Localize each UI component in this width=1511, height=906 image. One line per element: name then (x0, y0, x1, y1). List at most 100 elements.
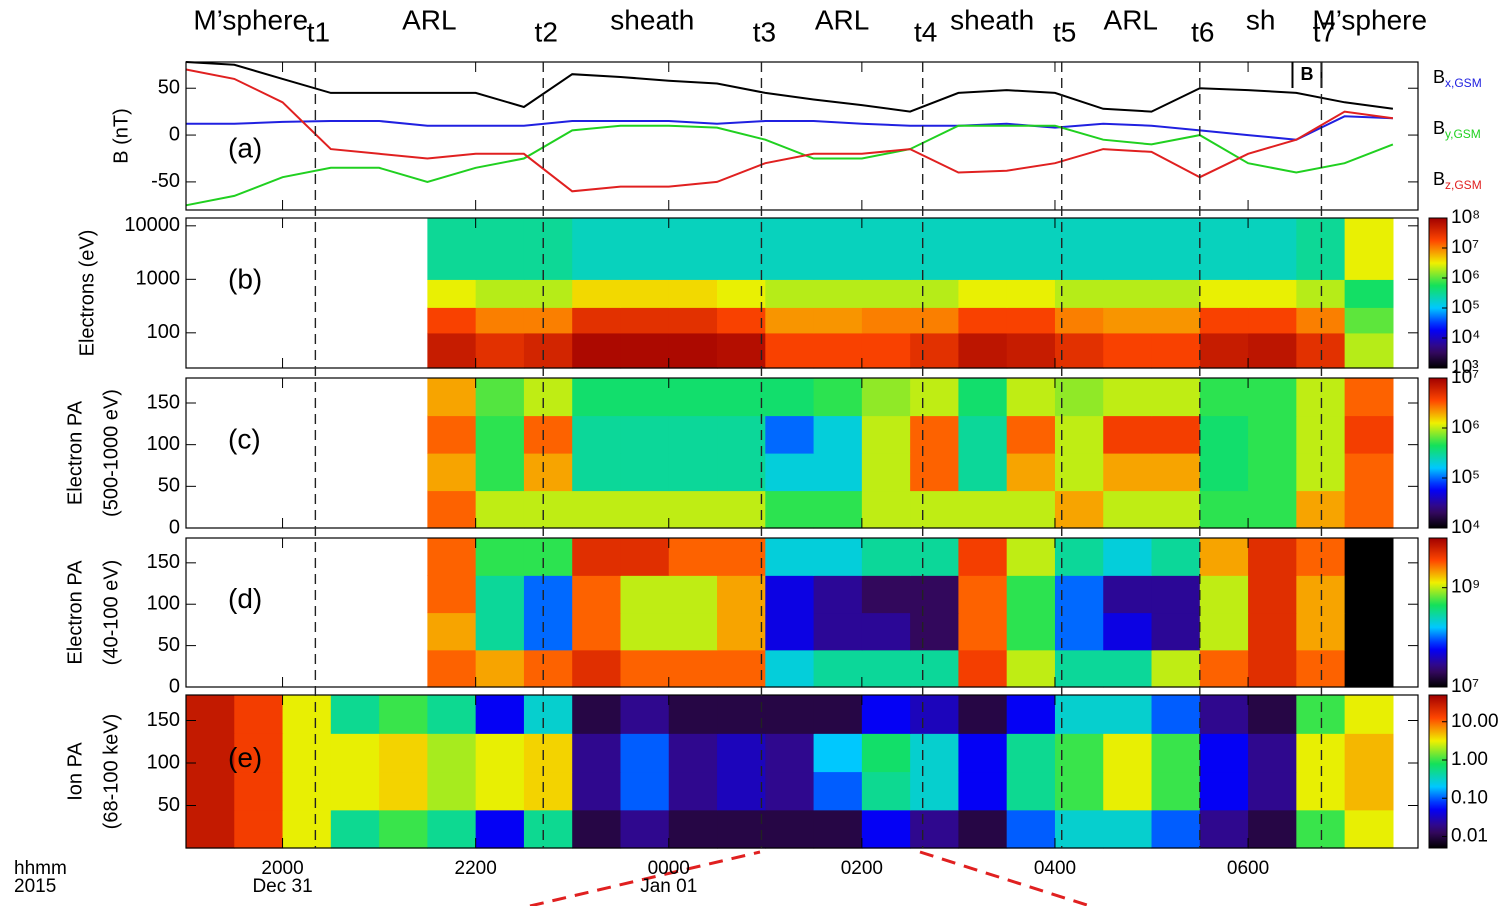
heatmap-cell (1248, 490, 1297, 529)
heatmap-cell (1103, 733, 1153, 773)
y-tick-label: 50 (158, 634, 180, 656)
heatmap-cell (427, 612, 477, 651)
heatmap-cell (1199, 332, 1249, 369)
heatmap-cell (717, 733, 766, 773)
heatmap-cell (475, 490, 525, 529)
heatmap-cell (1054, 538, 1104, 576)
heatmap-cell (668, 612, 718, 651)
heatmap-cell (475, 332, 525, 369)
heatmap-cell (1344, 695, 1394, 734)
heatmap-cell (572, 378, 622, 417)
colorbar-tick-label: 0.10 (1451, 787, 1488, 808)
heatmap-cell (1103, 218, 1153, 280)
heatmap-cell (1199, 378, 1249, 417)
colorbar-tick-label: 10⁷ (1451, 367, 1479, 388)
heatmap-cell (1054, 490, 1104, 529)
heatmap-cell (523, 733, 573, 773)
heatmap-cell (1344, 733, 1394, 773)
x-tick-label: 0200 (841, 858, 883, 879)
heatmap-cell (282, 733, 332, 773)
heatmap-cell (572, 733, 622, 773)
heatmap-cell (1151, 649, 1201, 688)
heatmap-cell (958, 771, 1008, 811)
zoom-guide (919, 850, 1091, 906)
heatmap-cell (523, 612, 573, 651)
heatmap-cell (765, 771, 815, 811)
heatmap-cell (668, 218, 718, 280)
colorbar-tick-label: 10.00 (1451, 711, 1499, 732)
y-tick-label: 0 (169, 516, 180, 538)
heatmap-cell (1248, 307, 1297, 334)
heatmap-cell (910, 733, 960, 773)
heatmap-cell (910, 538, 960, 576)
heatmap-cell (1006, 332, 1056, 369)
heatmap-cell (958, 612, 1008, 651)
heatmap-cell (958, 415, 1008, 454)
heatmap-cell (958, 332, 1008, 369)
heatmap-cell (717, 771, 766, 811)
heatmap-cell (765, 538, 815, 576)
heatmap-cell (282, 771, 332, 811)
heatmap-cell (813, 218, 863, 280)
heatmap-cell (958, 733, 1008, 773)
heatmap-cell (765, 415, 815, 454)
event-label: t1 (307, 16, 330, 47)
heatmap-cell (1151, 575, 1201, 614)
heatmap-cell (1006, 649, 1056, 688)
zoom-guide (529, 850, 761, 906)
heatmap-cell (765, 218, 815, 280)
heatmap-cell (572, 612, 622, 651)
heatmap-cell (910, 453, 960, 492)
heatmap-cell (572, 279, 622, 308)
event-label: t5 (1053, 16, 1076, 47)
colorbar (1428, 377, 1448, 529)
heatmap-cell (1199, 649, 1249, 688)
event-label: t7 (1313, 16, 1336, 47)
heatmap-cell (620, 453, 670, 492)
heatmap-cell (910, 575, 960, 614)
heatmap-cell (1006, 771, 1056, 811)
heatmap-cell (1248, 332, 1297, 369)
series-line (185, 68, 1394, 193)
x-axis-year: 2015 (14, 876, 56, 897)
panel-frame (185, 61, 1419, 211)
heatmap-cell (572, 771, 622, 811)
heatmap-cell (523, 538, 573, 576)
panel-frame (185, 694, 1419, 849)
heatmap-cell (1054, 218, 1104, 280)
heatmap-cell (1103, 307, 1153, 334)
heatmap-cell (1344, 415, 1394, 454)
heatmap-cell (620, 218, 670, 280)
heatmap-cell (1344, 332, 1394, 369)
heatmap-cell (186, 733, 235, 773)
heatmap-cell (910, 649, 960, 688)
y-tick-label: 100 (147, 321, 180, 343)
heatmap-cell (1248, 415, 1297, 454)
heatmap-cell (523, 453, 573, 492)
heatmap-cell (1103, 809, 1153, 849)
heatmap-cell (1006, 490, 1056, 529)
y-tick-label: 150 (147, 709, 180, 731)
heatmap-cell (958, 378, 1008, 417)
y-axis-label: Ion PA (64, 742, 86, 801)
heatmap-cell (475, 378, 525, 417)
heatmap-cell (1151, 490, 1201, 529)
heatmap-cell (523, 695, 573, 734)
heatmap-cell (379, 809, 428, 849)
y-axis-label: Electron PA (64, 400, 86, 505)
heatmap-cell (234, 809, 284, 849)
heatmap-cell (427, 575, 477, 614)
heatmap-cell (1151, 771, 1201, 811)
heatmap-cell (427, 695, 477, 734)
heatmap-cell (1248, 279, 1297, 308)
colorbar-tick-label: 10⁵ (1451, 297, 1480, 318)
heatmap-cell (1054, 809, 1104, 849)
heatmap-cell (1006, 575, 1056, 614)
heatmap-cell (523, 307, 573, 334)
heatmap-cell (1199, 695, 1249, 734)
heatmap-cell (475, 279, 525, 308)
y-tick-label: 50 (158, 794, 180, 816)
legend-subscript: y,GSM (1445, 127, 1481, 141)
heatmap-cell (1103, 279, 1153, 308)
legend-subscript: x,GSM (1445, 76, 1482, 90)
